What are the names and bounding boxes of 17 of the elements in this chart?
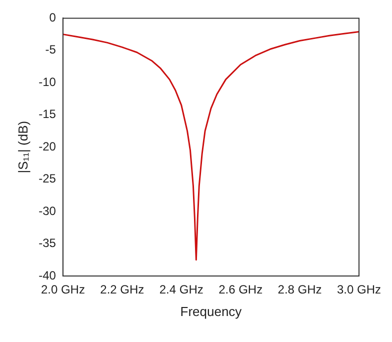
y-tick-label: 0 <box>49 10 56 25</box>
y-tick-label: -40 <box>38 268 56 282</box>
y-axis-title: |S₁₁| (dB) <box>15 120 30 174</box>
x-tick-label: 2.8 GHz <box>278 282 322 297</box>
y-tick-label: -35 <box>38 236 56 250</box>
x-axis-title: Frequency <box>180 304 242 319</box>
x-tick-label: 2.0 GHz <box>40 282 85 297</box>
x-tick-label: 2.6 GHz <box>218 282 263 297</box>
y-tick-label: -15 <box>38 107 56 122</box>
y-tick-label: -10 <box>38 74 56 89</box>
y-tick-label: -30 <box>38 204 56 218</box>
x-tick-label: 2.4 GHz <box>159 282 204 297</box>
y-tick-label: -20 <box>38 139 56 154</box>
x-tick-label: 3.0 GHz <box>336 282 381 297</box>
x-tick-label: 2.2 GHz <box>100 282 144 297</box>
y-tick-label: -25 <box>38 172 56 186</box>
y-tick-label: -5 <box>45 42 56 57</box>
